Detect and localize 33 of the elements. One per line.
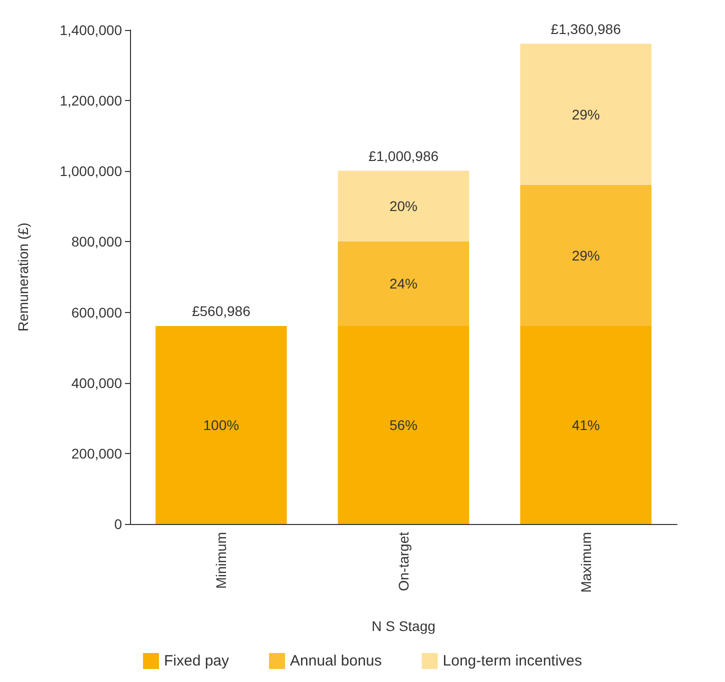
annotation: 41% xyxy=(572,417,600,434)
legend-label: Annual bonus xyxy=(290,652,382,670)
bar xyxy=(338,326,470,524)
bar xyxy=(520,326,652,524)
x-axis-title: N S Stagg xyxy=(372,618,436,634)
total-label: £560,986 xyxy=(192,303,251,320)
bar xyxy=(520,184,652,326)
x-tick-label: On-target xyxy=(396,532,412,592)
bar xyxy=(338,241,470,326)
y-tick-label: 1,200,000 xyxy=(60,92,122,109)
annotation: 100% xyxy=(203,417,240,434)
annotation: 29% xyxy=(572,247,600,264)
x-tick-label: Minimum xyxy=(213,532,230,589)
total-label: £1,000,986 xyxy=(368,148,439,164)
total-label: £1,360,986 xyxy=(550,20,622,37)
legend-label: Fixed pay xyxy=(164,652,230,670)
y-tick-label: 1,400,000 xyxy=(60,22,122,38)
y-tick-label: 800,000 xyxy=(71,234,122,250)
y-tick-label: 600,000 xyxy=(71,304,122,320)
annotation: 20% xyxy=(389,198,418,214)
y-tick-label: 400,000 xyxy=(71,374,122,391)
y-tick-label: 1,000,000 xyxy=(60,163,122,180)
annotation: 29% xyxy=(572,106,600,122)
bar xyxy=(156,326,287,524)
bar xyxy=(338,170,470,242)
legend-label: Long-term incentives xyxy=(442,652,582,670)
x-tick-label: Maximum xyxy=(578,532,594,593)
annotation: 24% xyxy=(389,276,418,292)
annotation: 56% xyxy=(389,417,418,434)
y-axis-title: Remuneration (£) xyxy=(15,222,31,332)
y-tick-label: 200,000 xyxy=(71,445,122,462)
y-tick-label: 0 xyxy=(114,516,122,532)
bar xyxy=(520,44,652,185)
